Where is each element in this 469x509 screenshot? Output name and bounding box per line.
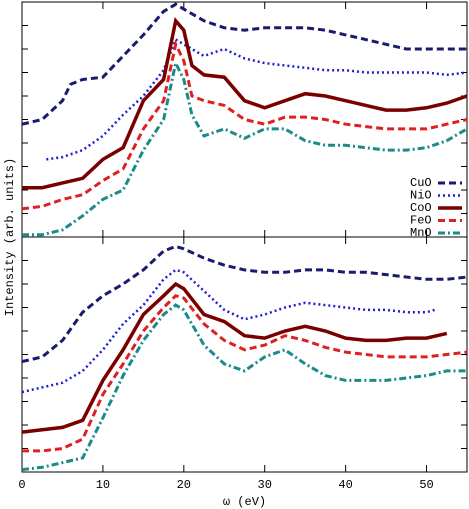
legend-label: CoO: [410, 201, 432, 215]
x-tick-label: 40: [338, 478, 352, 492]
x-axis-label: ω (eV): [223, 495, 266, 509]
legend-label: CuO: [410, 176, 432, 190]
legend-label: NiO: [410, 189, 432, 203]
spectrum-line: [21, 2, 467, 126]
spectrum-line: [46, 37, 468, 161]
x-tick-label: 20: [177, 478, 191, 492]
spectrum-line: [22, 294, 468, 453]
x-tick-label: 30: [258, 478, 272, 492]
legend-label: FeO: [410, 214, 432, 228]
spectrum-line: [21, 303, 467, 472]
x-tick-label: 10: [96, 478, 110, 492]
plot-frame: [21, 1, 468, 238]
spectrum-line: [22, 58, 468, 237]
spectrum-line: [21, 244, 468, 364]
spectrum-line: [21, 39, 468, 211]
spectrum-line: [21, 281, 448, 434]
plot-frame: [21, 236, 468, 473]
spectrum-line: [22, 16, 468, 190]
legend-label: MnO: [410, 226, 432, 240]
x-tick-label: 50: [419, 478, 433, 492]
spectrum-line: [21, 268, 435, 394]
y-axis-label: Intensity (arb. units): [3, 158, 17, 316]
x-tick-label: 0: [18, 478, 25, 492]
